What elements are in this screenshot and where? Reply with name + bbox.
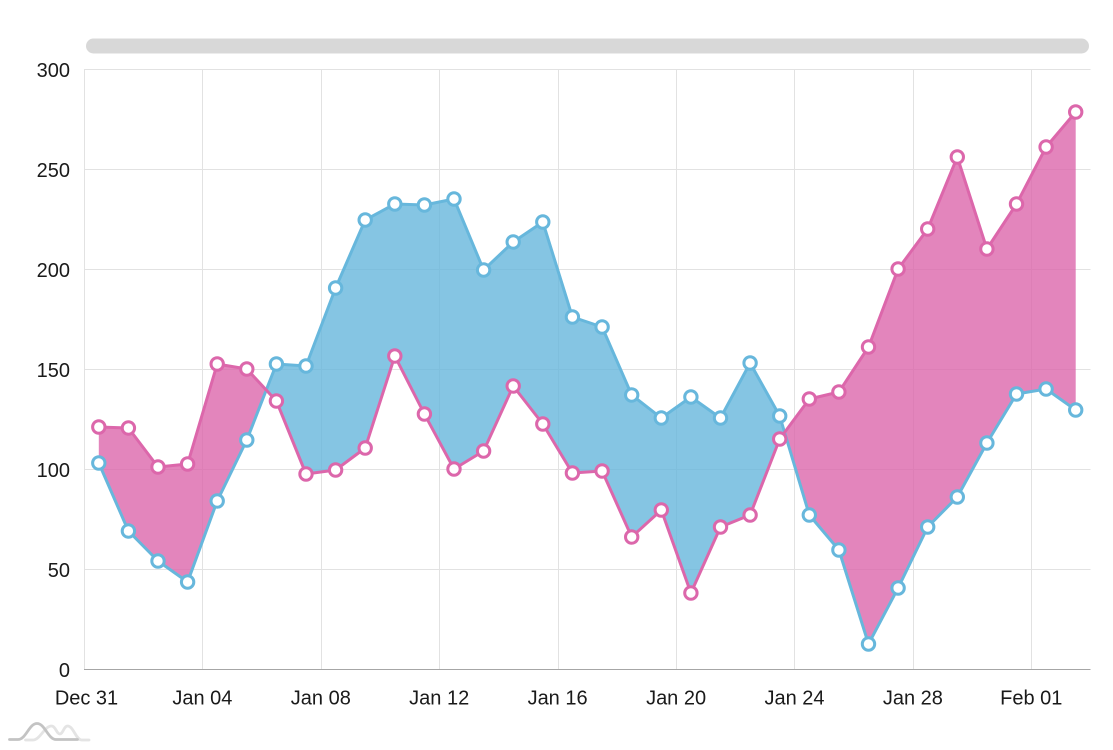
svg-text:Feb 01: Feb 01 bbox=[1000, 688, 1062, 710]
svg-text:Jan 04: Jan 04 bbox=[172, 688, 232, 710]
svg-text:Dec 31: Dec 31 bbox=[55, 688, 118, 710]
svg-text:Jan 24: Jan 24 bbox=[764, 688, 824, 710]
svg-text:50: 50 bbox=[48, 560, 70, 582]
svg-text:200: 200 bbox=[37, 260, 70, 282]
svg-text:Jan 12: Jan 12 bbox=[409, 688, 469, 710]
svg-text:0: 0 bbox=[59, 660, 70, 682]
svg-text:Jan 16: Jan 16 bbox=[528, 688, 588, 710]
svg-text:150: 150 bbox=[37, 360, 70, 382]
svg-text:300: 300 bbox=[37, 60, 70, 82]
svg-text:Jan 28: Jan 28 bbox=[883, 688, 943, 710]
svg-text:Jan 20: Jan 20 bbox=[646, 688, 706, 710]
svg-text:100: 100 bbox=[37, 460, 70, 482]
svg-text:Jan 08: Jan 08 bbox=[291, 688, 351, 710]
svg-text:250: 250 bbox=[37, 160, 70, 182]
